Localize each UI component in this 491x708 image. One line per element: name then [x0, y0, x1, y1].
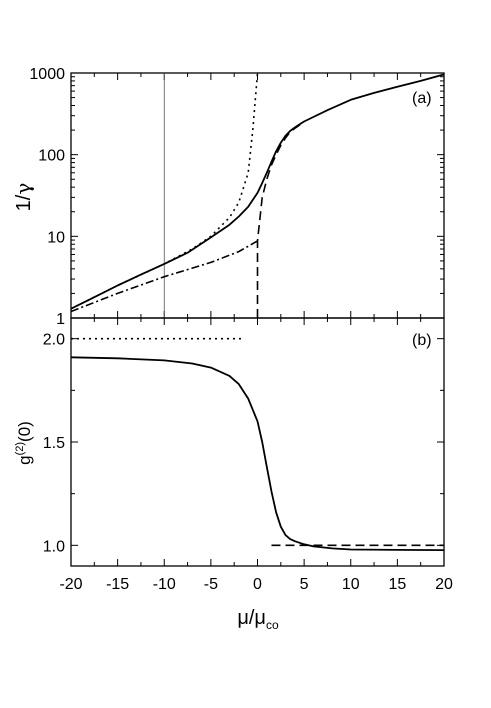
x-axis-title: μ/μco — [237, 607, 279, 632]
y-axis-title-b: g(2)(0) — [14, 421, 34, 465]
y-axis-title-b-sup: (2) — [14, 442, 26, 455]
x-tick-label: 15 — [388, 576, 406, 593]
plot-frame-b — [70, 317, 445, 567]
axis-labels: (a) (b) 1/γ g(2)(0) μ/μco — [11, 90, 432, 632]
series-group-b — [71, 337, 444, 551]
y-tick-label-a: 10 — [47, 229, 65, 246]
y-axis-title-a-greek: γ — [11, 183, 35, 195]
y-axis-title-b-tail: (0) — [15, 421, 34, 442]
y-tick-label-a: 1000 — [29, 66, 65, 83]
x-tick-label: -5 — [204, 576, 218, 593]
y-axis-title-b-main: g — [15, 455, 34, 464]
x-axis-title-main: μ/μ — [237, 607, 266, 629]
series-group-a — [71, 73, 444, 318]
y-axis-title-a: 1/γ — [11, 183, 35, 212]
series-line-b-solid — [71, 356, 444, 551]
x-axis-title-sub: co — [266, 618, 279, 632]
y-tick-label-a: 1 — [56, 311, 65, 328]
series-line-a-solid — [71, 73, 444, 310]
panel-label-a: (a) — [412, 90, 432, 107]
panel-b: 1.0 1.5 2.0 -20 -15 -10 -5 0 5 10 15 20 — [43, 317, 453, 593]
y-axis-title-a-main: 1/ — [13, 194, 35, 211]
y-tick-label-b: 1.5 — [43, 435, 65, 452]
y-tick-label-a: 100 — [38, 148, 65, 165]
x-tick-label: 0 — [253, 576, 262, 593]
panel-a: 1 10 100 1000 — [29, 66, 445, 328]
x-tick-label: 5 — [300, 576, 309, 593]
series-line-a-dashdot — [71, 240, 258, 313]
x-tick-label: 20 — [435, 576, 453, 593]
x-tick-label: -20 — [59, 576, 82, 593]
panel-label-b: (b) — [412, 332, 432, 349]
y-tick-label-b: 1.0 — [43, 538, 65, 555]
x-tick-label: -10 — [153, 576, 176, 593]
y-tick-label-b: 2.0 — [43, 332, 65, 349]
x-tick-label: 10 — [342, 576, 360, 593]
series-line-a-dashed — [256, 121, 305, 318]
x-tick-label: -15 — [106, 576, 129, 593]
